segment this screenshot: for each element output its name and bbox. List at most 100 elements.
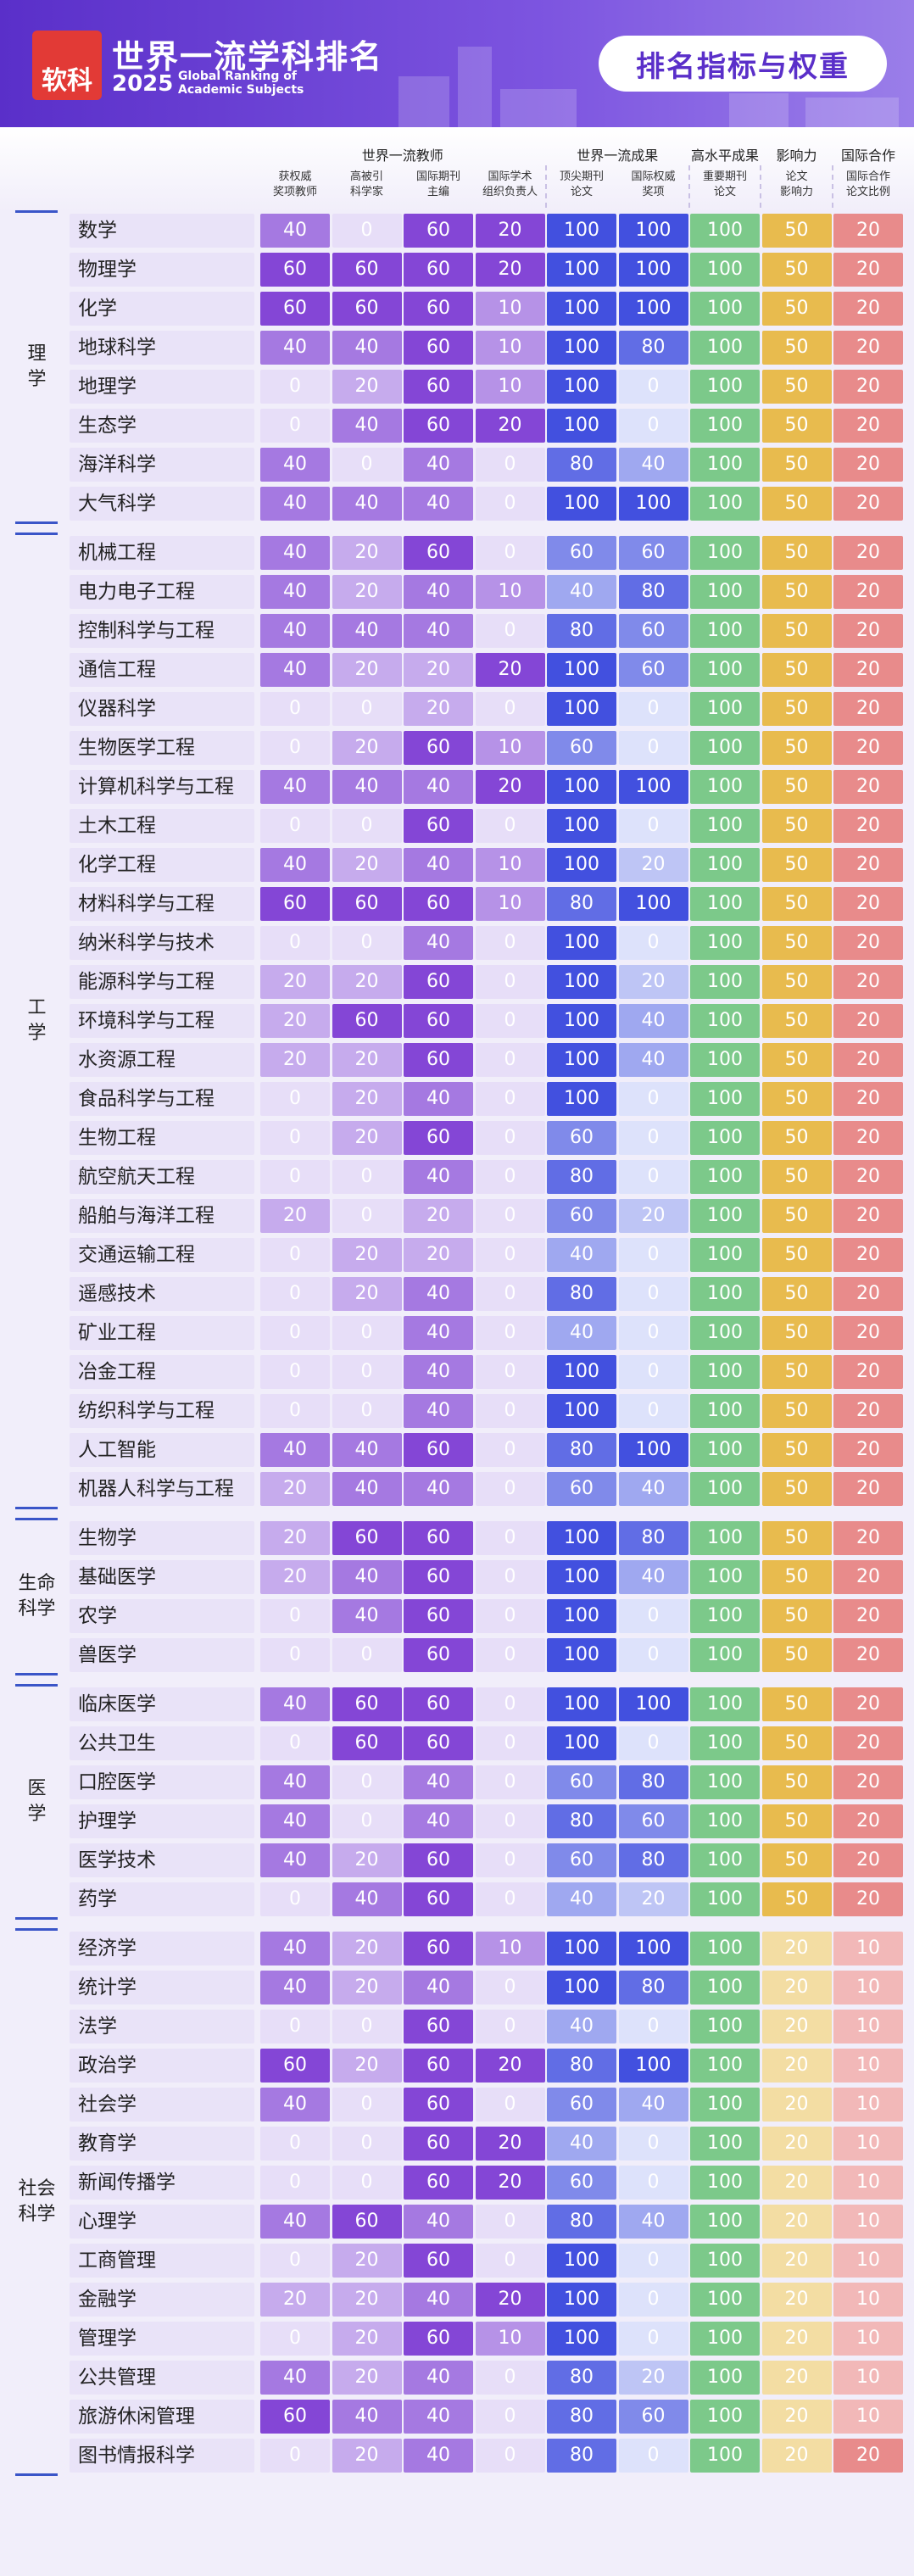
subject-name: 机器人科学与工程: [70, 1472, 254, 1506]
score-cell: 60: [547, 2166, 616, 2200]
score-cell: 0: [260, 1277, 330, 1311]
score-cell: 40: [260, 770, 330, 804]
score-cell: 0: [475, 1238, 545, 1272]
score-cell: 0: [475, 965, 545, 999]
score-cell: 0: [475, 487, 545, 521]
score-cell: 100: [690, 1726, 760, 1760]
subject-name: 生物工程: [70, 1121, 254, 1155]
subject-name: 药学: [70, 1882, 254, 1916]
column-group-label: 国际合作: [840, 148, 895, 164]
score-cell: 100: [618, 487, 688, 521]
score-cell: 20: [260, 965, 330, 999]
score-cell: 20: [332, 2244, 402, 2278]
score-cell: 50: [761, 1765, 832, 1799]
score-cell: 100: [690, 253, 760, 287]
score-cell: 40: [618, 1472, 688, 1506]
column-label: 获权威 奖项教师: [272, 170, 317, 198]
score-cell: 0: [618, 926, 688, 960]
score-cell: 20: [833, 1121, 903, 1155]
score-cell: 100: [690, 1277, 760, 1311]
score-cell: 100: [690, 1004, 760, 1038]
score-cell: 40: [618, 448, 688, 482]
score-cell: 50: [761, 653, 832, 687]
score-cell: 60: [547, 1843, 616, 1877]
score-cell: 100: [547, 848, 616, 882]
score-cell: 10: [475, 2322, 545, 2356]
score-cell: 0: [332, 692, 402, 726]
score-cell: 0: [260, 1355, 330, 1389]
score-cell: 100: [547, 1394, 616, 1428]
score-cell: 20: [332, 2361, 402, 2395]
score-cell: 60: [332, 1521, 402, 1555]
score-cell: 20: [833, 1882, 903, 1916]
score-cell: 50: [761, 370, 832, 404]
score-cell: 60: [618, 1804, 688, 1838]
score-cell: 100: [618, 1932, 688, 1965]
score-cell: 10: [833, 2361, 903, 2395]
subject-name: 控制科学与工程: [70, 614, 254, 648]
score-cell: 20: [833, 1394, 903, 1428]
column-label: 顶尖期刊 论文: [559, 170, 604, 198]
score-cell: 50: [761, 1638, 832, 1672]
score-cell: 60: [404, 2166, 473, 2200]
score-cell: 20: [332, 965, 402, 999]
score-cell: 50: [761, 965, 832, 999]
score-cell: 40: [260, 575, 330, 609]
score-cell: 20: [833, 331, 903, 365]
score-cell: 0: [475, 1599, 545, 1633]
score-cell: 100: [690, 1160, 760, 1194]
score-cell: 20: [260, 1043, 330, 1077]
score-cell: 40: [404, 1765, 473, 1799]
score-cell: 0: [332, 1199, 402, 1233]
group-bracket: [15, 532, 58, 535]
score-cell: 50: [761, 1121, 832, 1155]
score-cell: 20: [332, 1971, 402, 2004]
score-cell: 100: [690, 292, 760, 326]
score-cell: 20: [833, 770, 903, 804]
score-cell: 100: [690, 1316, 760, 1350]
score-cell: 40: [260, 653, 330, 687]
score-cell: 20: [618, 1199, 688, 1233]
score-cell: 20: [260, 1560, 330, 1594]
score-cell: 0: [618, 2166, 688, 2200]
score-cell: 60: [404, 1687, 473, 1721]
score-cell: 40: [332, 409, 402, 443]
score-cell: 100: [690, 1843, 760, 1877]
score-cell: 20: [833, 487, 903, 521]
score-cell: 20: [332, 731, 402, 765]
score-cell: 20: [618, 2361, 688, 2395]
score-cell: 0: [475, 2010, 545, 2044]
score-cell: 60: [404, 1521, 473, 1555]
score-cell: 40: [260, 331, 330, 365]
score-cell: 100: [690, 331, 760, 365]
indicator-button[interactable]: 排名指标与权重: [599, 36, 887, 92]
score-cell: 60: [404, 370, 473, 404]
score-cell: 60: [404, 409, 473, 443]
score-cell: 100: [690, 848, 760, 882]
score-cell: 50: [761, 1521, 832, 1555]
score-cell: 100: [690, 1638, 760, 1672]
subject-name: 环境科学与工程: [70, 1004, 254, 1038]
score-cell: 0: [260, 2127, 330, 2161]
score-cell: 0: [618, 2439, 688, 2473]
score-cell: 10: [833, 2322, 903, 2356]
score-cell: 10: [833, 1932, 903, 1965]
score-cell: 20: [260, 1472, 330, 1506]
score-cell: 100: [690, 1394, 760, 1428]
group-label: 工学: [27, 997, 47, 1044]
score-cell: 60: [332, 2205, 402, 2239]
score-cell: 20: [332, 2049, 402, 2083]
score-cell: 50: [761, 1277, 832, 1311]
score-cell: 60: [404, 809, 473, 843]
score-cell: 40: [404, 2205, 473, 2239]
score-cell: 20: [833, 1638, 903, 1672]
score-cell: 10: [475, 292, 545, 326]
score-cell: 50: [761, 1199, 832, 1233]
score-cell: 60: [260, 2400, 330, 2434]
score-cell: 40: [404, 2439, 473, 2473]
score-cell: 100: [547, 1004, 616, 1038]
score-cell: 40: [404, 2400, 473, 2434]
score-cell: 40: [547, 2010, 616, 2044]
score-cell: 20: [761, 2439, 832, 2473]
score-cell: 0: [332, 2166, 402, 2200]
